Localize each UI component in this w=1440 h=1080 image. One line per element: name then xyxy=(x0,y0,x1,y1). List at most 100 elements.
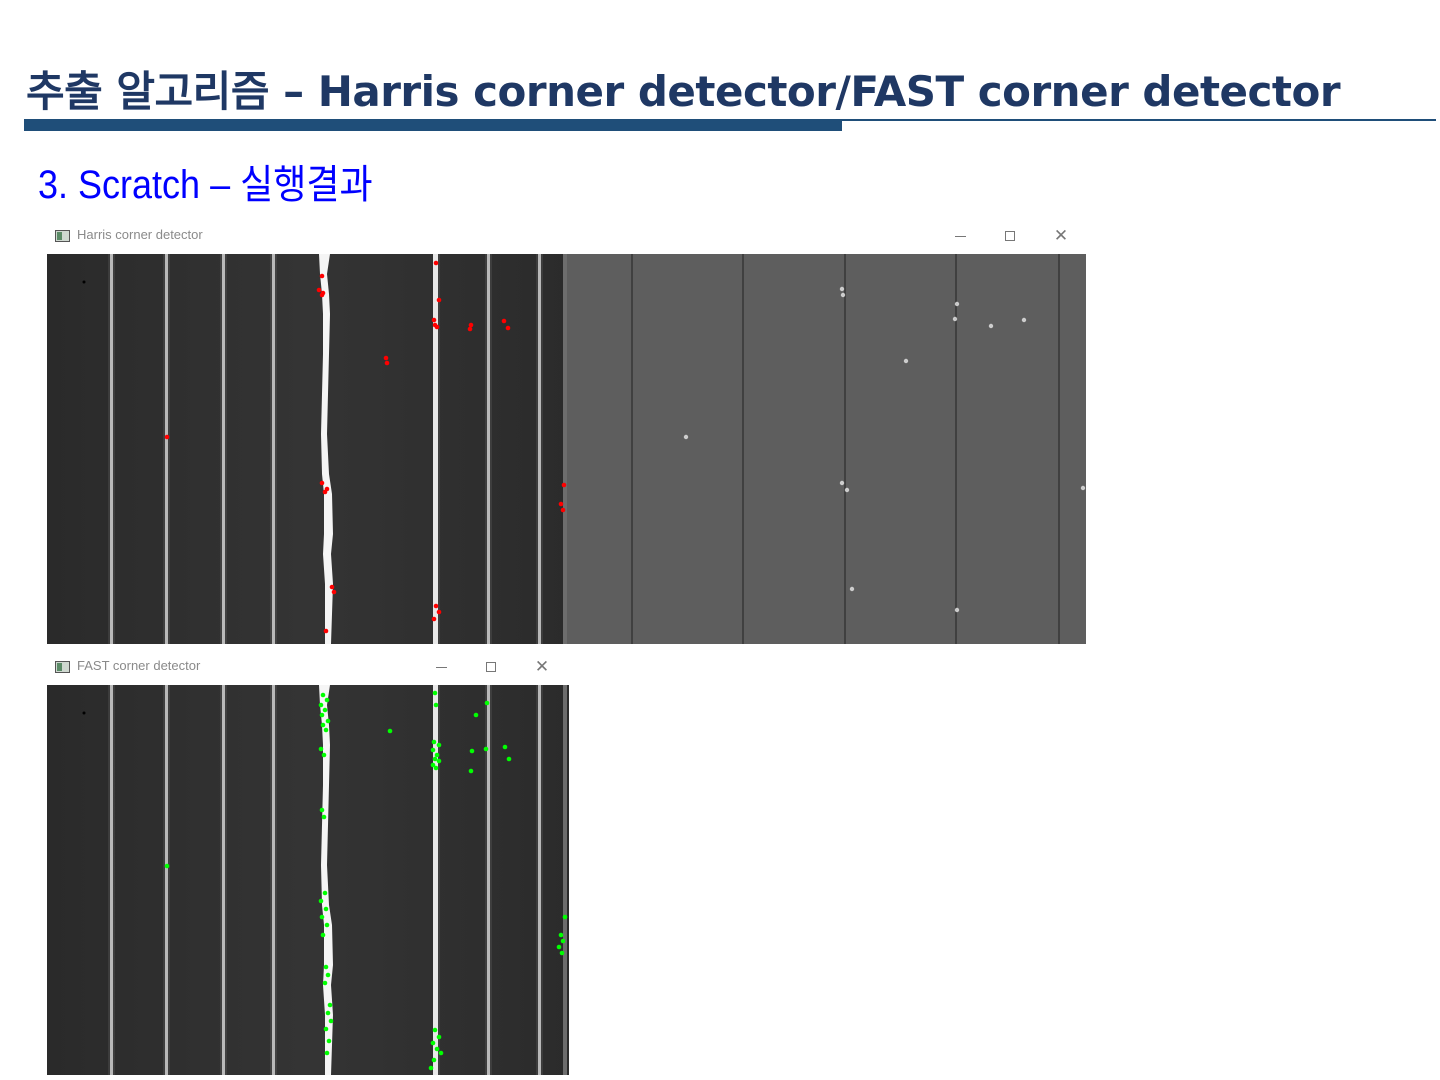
minimize-icon[interactable] xyxy=(945,224,975,248)
corner-marker xyxy=(323,727,329,733)
corner-marker xyxy=(164,863,170,869)
corner-marker xyxy=(433,765,439,771)
surface-line xyxy=(222,254,225,644)
corner-marker xyxy=(325,718,331,724)
corner-marker xyxy=(316,287,322,293)
surface-line xyxy=(538,685,541,1075)
corner-marker xyxy=(556,944,562,950)
corner-marker xyxy=(436,742,442,748)
corner-marker xyxy=(506,756,512,762)
fast-dark-panel xyxy=(47,685,569,1075)
corner-marker xyxy=(436,758,442,764)
secondary-scratch xyxy=(433,685,438,1075)
corner-marker xyxy=(320,722,326,728)
corner-marker xyxy=(560,938,566,944)
gray-panel-line xyxy=(955,254,957,644)
corner-marker xyxy=(436,609,442,615)
close-icon[interactable]: ✕ xyxy=(534,657,550,677)
slide-title: 추출 알고리즘 – Harris corner detector/FAST co… xyxy=(26,67,1341,116)
surface-line xyxy=(272,685,275,1075)
corner-marker xyxy=(560,507,566,513)
gray-panel-speck xyxy=(849,586,855,592)
corner-marker xyxy=(467,326,473,332)
corner-marker xyxy=(319,292,325,298)
corner-marker xyxy=(326,1038,332,1044)
scratch-defect xyxy=(319,254,333,644)
corner-marker xyxy=(562,914,568,920)
corner-marker xyxy=(434,1046,440,1052)
surface-line-glow xyxy=(485,685,492,1075)
gray-panel-line xyxy=(844,254,846,644)
corner-marker xyxy=(473,712,479,718)
fast-result-image xyxy=(47,685,569,1075)
fast-titlebar[interactable]: FAST corner detector ✕ xyxy=(47,650,569,684)
surface-line-glow xyxy=(220,685,227,1075)
corner-marker xyxy=(322,890,328,896)
fast-image-canvas xyxy=(47,685,569,1075)
corner-marker xyxy=(432,1027,438,1033)
surface-line-glow xyxy=(108,254,115,644)
corner-marker xyxy=(468,322,474,328)
corner-marker xyxy=(433,702,439,708)
surface-line-glow xyxy=(270,685,277,1075)
corner-marker xyxy=(383,355,389,361)
dark-speck xyxy=(82,711,86,715)
corner-marker xyxy=(319,712,325,718)
fast-window: FAST corner detector ✕ xyxy=(47,650,569,1075)
corner-marker xyxy=(559,950,565,956)
corner-marker xyxy=(501,318,507,324)
corner-marker xyxy=(318,746,324,752)
harris-titlebar[interactable]: Harris corner detector ✕ xyxy=(47,219,1086,253)
corner-marker xyxy=(484,700,490,706)
gray-panel-speck xyxy=(839,480,845,486)
corner-marker xyxy=(434,752,440,758)
corner-marker xyxy=(323,964,329,970)
corner-marker xyxy=(322,489,328,495)
corner-marker xyxy=(502,744,508,750)
corner-marker xyxy=(319,914,325,920)
surface-line-glow xyxy=(163,685,170,1075)
corner-marker xyxy=(430,1040,436,1046)
surface-line xyxy=(272,254,275,644)
gray-panel-line xyxy=(742,254,744,644)
surface-line xyxy=(110,254,113,644)
surface-line-glow xyxy=(536,254,543,644)
corner-marker xyxy=(430,747,436,753)
corner-marker xyxy=(319,273,325,279)
harris-image-canvas xyxy=(47,254,1086,644)
corner-marker xyxy=(387,728,393,734)
section-heading: 3. Scratch – 실행결과 xyxy=(38,163,373,207)
corner-marker xyxy=(483,746,489,752)
corner-marker xyxy=(319,480,325,486)
opencv-window-icon xyxy=(55,230,70,242)
maximize-icon[interactable] xyxy=(476,655,506,679)
harris-window: Harris corner detector ✕ xyxy=(47,219,1086,644)
title-accent-bar xyxy=(24,121,842,131)
surface-line-glow xyxy=(108,685,115,1075)
fast-window-title: FAST corner detector xyxy=(77,658,201,673)
title-underline xyxy=(24,119,1436,121)
gray-panel-speck xyxy=(1080,485,1086,491)
gray-panel-speck xyxy=(844,487,850,493)
corner-marker xyxy=(320,692,326,698)
surface-line-glow xyxy=(536,685,543,1075)
harris-window-title: Harris corner detector xyxy=(77,227,203,242)
corner-marker xyxy=(328,1018,334,1024)
dark-speck xyxy=(82,280,86,284)
corner-marker xyxy=(469,748,475,754)
corner-marker xyxy=(327,1002,333,1008)
corner-marker xyxy=(318,898,324,904)
gray-panel-speck xyxy=(839,286,845,292)
surface-line xyxy=(563,254,567,644)
corner-marker xyxy=(331,589,337,595)
surface-line xyxy=(487,254,490,644)
corner-marker xyxy=(433,603,439,609)
gray-panel-line xyxy=(631,254,633,644)
surface-line-glow xyxy=(270,254,277,644)
surface-line-glow xyxy=(485,254,492,644)
surface-line-glow xyxy=(220,254,227,644)
close-icon[interactable]: ✕ xyxy=(1053,226,1069,246)
corner-marker xyxy=(558,932,564,938)
minimize-icon[interactable] xyxy=(426,655,456,679)
maximize-icon[interactable] xyxy=(995,224,1025,248)
